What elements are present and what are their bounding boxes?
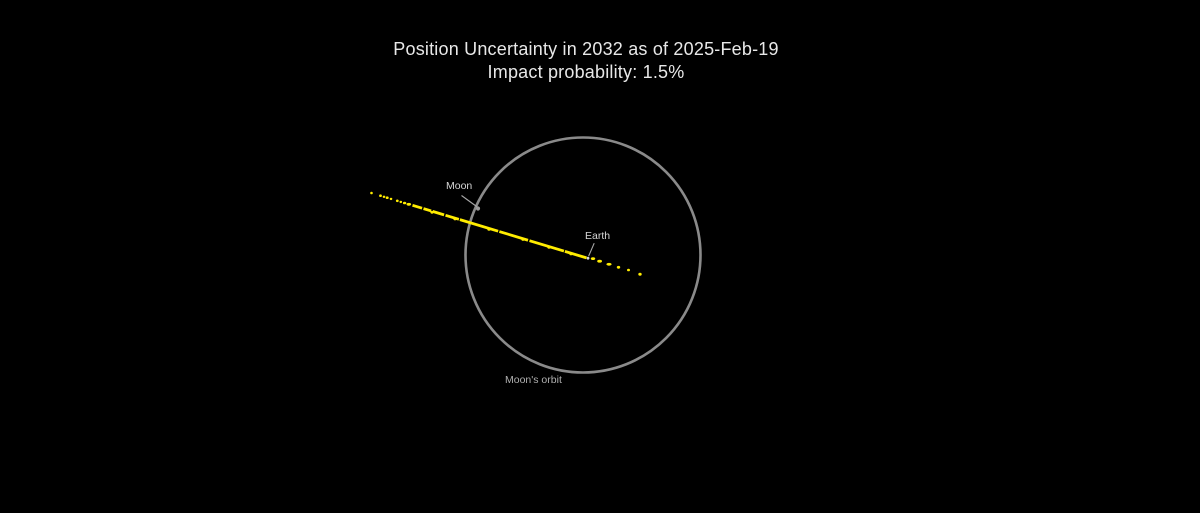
earth-leader-line — [588, 242, 595, 257]
impact-probability-subtitle: Impact probability: 1.5% — [487, 62, 685, 82]
uncertainty-dot — [547, 245, 551, 249]
uncertainty-dot — [382, 195, 386, 198]
uncertainty-dot — [370, 191, 373, 195]
moon-orbit-circle — [464, 136, 702, 374]
uncertainty-dot — [487, 227, 491, 231]
earth-label: Earth — [585, 230, 611, 242]
uncertainty-dot — [521, 238, 525, 241]
uncertainty-dot — [399, 200, 403, 204]
uncertainty-dot — [616, 265, 621, 269]
earth-dot — [586, 256, 590, 260]
uncertainty-dot — [395, 199, 399, 203]
uncertainty-dot — [638, 272, 642, 276]
uncertainty-dot — [453, 217, 457, 221]
moon-dot — [475, 206, 481, 211]
uncertainty-dot — [627, 268, 630, 272]
uncertainty-dot — [597, 259, 602, 263]
uncertainty-dot — [385, 196, 389, 199]
uncertainty-dot — [379, 194, 382, 197]
moons-orbit-label: Moon's orbit — [505, 374, 562, 386]
uncertainty-dot — [430, 210, 434, 214]
uncertainty-dot — [590, 257, 596, 260]
uncertainty-dot — [389, 197, 393, 201]
uncertainty-dot — [406, 202, 412, 206]
figure-title: Position Uncertainty in 2032 as of 2025-… — [393, 39, 779, 59]
uncertainty-dot — [402, 201, 407, 205]
moon-label: Moon — [446, 180, 473, 192]
moon-leader-line — [461, 195, 478, 208]
uncertainty-dot — [569, 252, 573, 256]
uncertainty-dot — [606, 262, 612, 266]
uncertainty-dense-line — [412, 203, 587, 260]
